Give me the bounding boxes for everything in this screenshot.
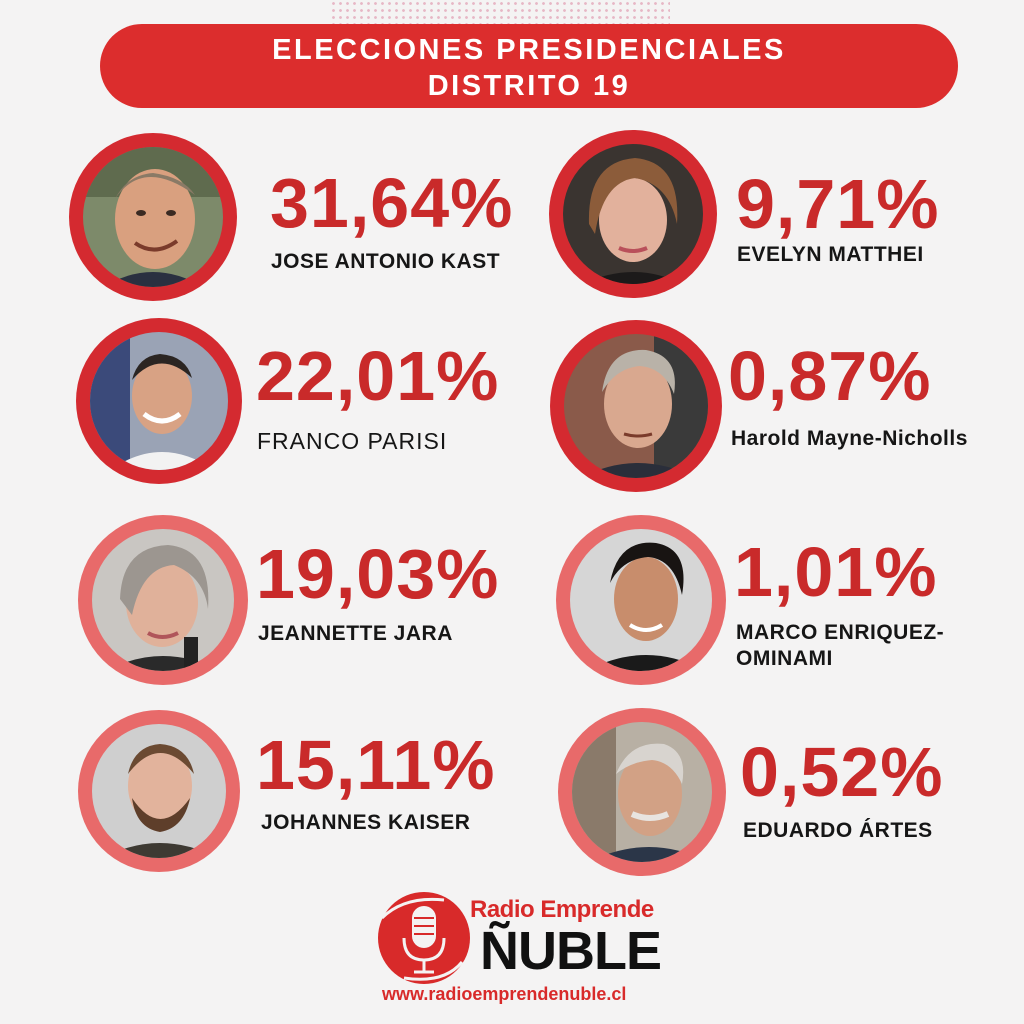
candidate-photo-artes — [558, 708, 726, 876]
percent-kast: 31,64% — [270, 164, 514, 242]
candidate-photo-mayne-nicholls — [550, 320, 722, 492]
percent-enriquez-ominami: 1,01% — [734, 533, 938, 611]
name-mayne-nicholls: Harold Mayne-Nicholls — [731, 427, 968, 450]
name-jara: JEANNETTE JARA — [258, 622, 453, 645]
website-url: www.radioemprendenuble.cl — [382, 984, 627, 1004]
candidate-photo-enriquez-ominami — [556, 515, 726, 685]
name-parisi: FRANCO PARISI — [257, 428, 448, 454]
percent-mayne-nicholls: 0,87% — [728, 337, 932, 415]
candidate-photo-parisi — [76, 318, 242, 484]
page-title-line2: DISTRITO 19 — [427, 70, 631, 102]
brand-top-text: Radio Emprende — [470, 896, 654, 923]
candidate-photo-matthei — [549, 130, 717, 298]
brand-bottom-text: ÑUBLE — [480, 921, 662, 981]
name-artes: EDUARDO ÁRTES — [743, 819, 933, 842]
candidate-photo-jara — [78, 515, 248, 685]
page-title-line1: ELECCIONES PRESIDENCIALES — [272, 34, 786, 66]
decorative-dots — [330, 0, 670, 24]
name-enriquez-ominami-line2: OMINAMI — [736, 647, 833, 670]
name-enriquez-ominami-line1: MARCO ENRIQUEZ- — [736, 621, 945, 644]
candidate-photo-kast — [69, 133, 237, 301]
percent-jara: 19,03% — [256, 535, 500, 613]
title-banner: ELECCIONES PRESIDENCIALES DISTRITO 19 — [100, 24, 958, 108]
name-matthei: EVELYN MATTHEI — [737, 243, 924, 266]
radio-logo: Radio Emprende ÑUBLE www.radioemprendenu… — [370, 884, 670, 1014]
percent-kaiser: 15,11% — [256, 726, 496, 804]
name-kast: JOSE ANTONIO KAST — [271, 250, 501, 273]
percent-artes: 0,52% — [740, 733, 944, 811]
percent-matthei: 9,71% — [736, 165, 940, 243]
name-kaiser: JOHANNES KAISER — [261, 811, 471, 834]
candidate-photo-kaiser — [78, 710, 240, 872]
percent-parisi: 22,01% — [256, 337, 500, 415]
microphone-icon — [374, 888, 474, 988]
